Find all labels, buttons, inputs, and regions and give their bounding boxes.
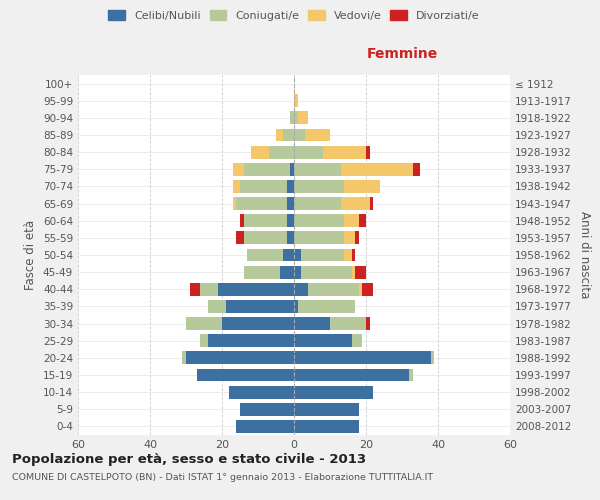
Bar (233, 197, 236, 210)
Bar (197, 368, 294, 382)
Bar (294, 300, 298, 313)
Bar (294, 283, 308, 296)
Bar (352, 266, 355, 278)
Bar (366, 317, 370, 330)
Bar (244, 266, 280, 278)
Bar (298, 112, 308, 124)
Bar (294, 368, 409, 382)
Bar (323, 146, 366, 158)
Bar (366, 146, 370, 158)
Y-axis label: Anni di nascita: Anni di nascita (578, 212, 591, 298)
Bar (370, 197, 373, 210)
Bar (186, 352, 294, 364)
Bar (431, 352, 434, 364)
Bar (287, 197, 294, 210)
Y-axis label: Fasce di età: Fasce di età (25, 220, 37, 290)
Bar (344, 180, 380, 193)
Bar (251, 146, 269, 158)
Bar (236, 232, 244, 244)
Text: Popolazione per età, sesso e stato civile - 2013: Popolazione per età, sesso e stato civil… (12, 452, 366, 466)
Bar (276, 128, 283, 141)
Bar (244, 214, 287, 227)
Bar (222, 317, 294, 330)
Bar (182, 352, 186, 364)
Bar (186, 317, 222, 330)
Bar (240, 180, 287, 193)
Bar (344, 232, 355, 244)
Bar (294, 180, 344, 193)
Bar (301, 248, 344, 262)
Bar (208, 300, 226, 313)
Bar (240, 214, 244, 227)
Bar (294, 214, 344, 227)
Bar (247, 248, 283, 262)
Bar (355, 232, 359, 244)
Bar (294, 266, 301, 278)
Bar (290, 112, 294, 124)
Bar (290, 163, 294, 175)
Bar (355, 266, 366, 278)
Bar (226, 300, 294, 313)
Bar (294, 197, 341, 210)
Bar (352, 248, 355, 262)
Bar (280, 266, 294, 278)
Bar (308, 283, 359, 296)
Bar (208, 334, 294, 347)
Bar (244, 163, 290, 175)
Bar (294, 420, 359, 433)
Text: COMUNE DI CASTELPOTO (BN) - Dati ISTAT 1° gennaio 2013 - Elaborazione TUTTITALIA: COMUNE DI CASTELPOTO (BN) - Dati ISTAT 1… (12, 472, 433, 482)
Bar (269, 146, 294, 158)
Bar (294, 146, 323, 158)
Bar (233, 180, 240, 193)
Bar (229, 386, 294, 398)
Bar (294, 232, 344, 244)
Bar (352, 334, 362, 347)
Bar (283, 248, 294, 262)
Bar (294, 317, 330, 330)
Bar (218, 283, 294, 296)
Bar (294, 94, 298, 107)
Bar (362, 283, 373, 296)
Bar (294, 112, 298, 124)
Bar (359, 283, 362, 296)
Bar (301, 266, 352, 278)
Bar (287, 214, 294, 227)
Bar (341, 163, 413, 175)
Bar (409, 368, 413, 382)
Bar (344, 248, 352, 262)
Bar (233, 163, 244, 175)
Bar (283, 128, 294, 141)
Bar (236, 197, 287, 210)
Bar (200, 334, 208, 347)
Bar (240, 403, 294, 415)
Legend: Celibi/Nubili, Coniugati/e, Vedovi/e, Divorziati/e: Celibi/Nubili, Coniugati/e, Vedovi/e, Di… (106, 8, 482, 24)
Bar (190, 283, 200, 296)
Bar (287, 180, 294, 193)
Text: Femmine: Femmine (367, 46, 437, 60)
Bar (305, 128, 330, 141)
Bar (294, 352, 431, 364)
Bar (294, 334, 352, 347)
Bar (298, 300, 355, 313)
Bar (294, 128, 305, 141)
Bar (294, 248, 301, 262)
Bar (294, 163, 341, 175)
Bar (359, 214, 366, 227)
Bar (294, 403, 359, 415)
Bar (294, 386, 373, 398)
Bar (341, 197, 370, 210)
Bar (330, 317, 366, 330)
Bar (236, 420, 294, 433)
Bar (413, 163, 420, 175)
Bar (244, 232, 287, 244)
Bar (287, 232, 294, 244)
Bar (344, 214, 359, 227)
Bar (200, 283, 218, 296)
